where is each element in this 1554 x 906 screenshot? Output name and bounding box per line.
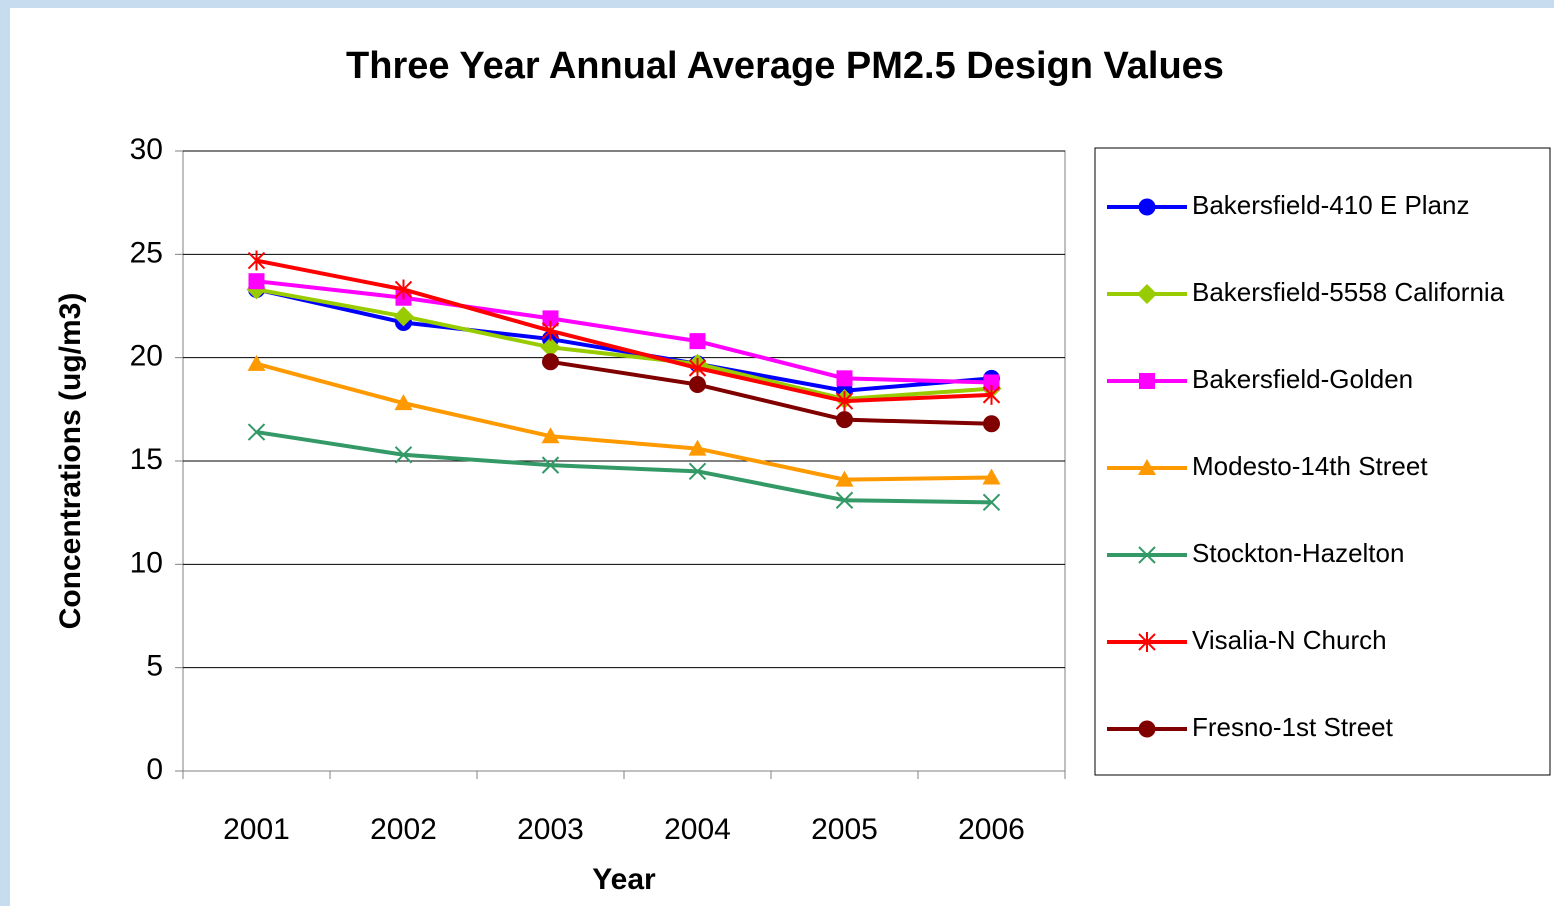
marker [1138,720,1156,738]
series-line [256,279,992,385]
series-line [550,359,992,426]
series-line [256,258,992,404]
chart-title: Three Year Annual Average PM2.5 Design V… [346,45,1224,87]
x-axis-label: Year [592,863,656,896]
marker [836,370,853,387]
y-tick-label: 30 [130,133,163,166]
marker [394,394,413,411]
marker [542,353,559,371]
marker [836,411,853,429]
marker [394,279,413,300]
y-tick-label: 25 [130,236,163,269]
marker [983,415,1000,433]
legend-label: Bakersfield-410 E Planz [1192,190,1469,220]
marker [541,427,560,444]
x-tick-label: 2005 [811,813,878,846]
marker [541,320,560,341]
marker [689,333,706,350]
marker [835,391,854,412]
marker [393,306,414,327]
y-tick-label: 0 [146,753,163,786]
marker [1138,459,1156,475]
marker [982,468,1001,485]
legend-label: Bakersfield-Golden [1192,364,1413,394]
series-line [256,287,992,402]
marker [541,456,560,474]
marker [542,310,559,327]
marker [1139,373,1155,389]
x-tick-label: 2004 [664,813,731,846]
marker [247,250,266,271]
marker [247,354,266,371]
marker [688,462,707,481]
marker [982,493,1001,512]
y-axis-label: Concentrations (ug/m3) [54,293,87,630]
legend-label: Stockton-Hazelton [1192,538,1404,568]
x-tick-label: 2002 [370,813,437,846]
marker [835,491,854,509]
marker [835,470,854,487]
x-tick-label: 2006 [958,813,1025,846]
series-line [256,287,992,393]
y-tick-label: 15 [130,443,163,476]
legend-label: Visalia-N Church [1192,625,1387,655]
marker [688,439,707,456]
marker [394,446,413,464]
y-tick-label: 10 [130,546,163,579]
marker [688,358,707,378]
legend-label: Fresno-1st Street [1192,712,1394,742]
x-tick-label: 2001 [223,813,290,846]
legend-box [1094,147,1551,776]
marker [1137,284,1157,304]
x-tick-label: 2003 [517,813,584,846]
y-tick-label: 5 [146,650,163,683]
marker [689,376,706,394]
marker [247,423,266,441]
marker [1138,632,1156,652]
marker [1138,198,1156,216]
legend-label: Bakersfield-5558 California [1192,277,1505,307]
series-line [256,430,992,505]
legend-label: Modesto-14th Street [1192,451,1428,481]
marker [540,337,561,358]
series-line [255,361,992,482]
marker [248,273,265,290]
marker [1138,546,1156,564]
marker [982,384,1001,405]
y-tick-label: 20 [130,340,163,373]
marker [983,374,1000,391]
